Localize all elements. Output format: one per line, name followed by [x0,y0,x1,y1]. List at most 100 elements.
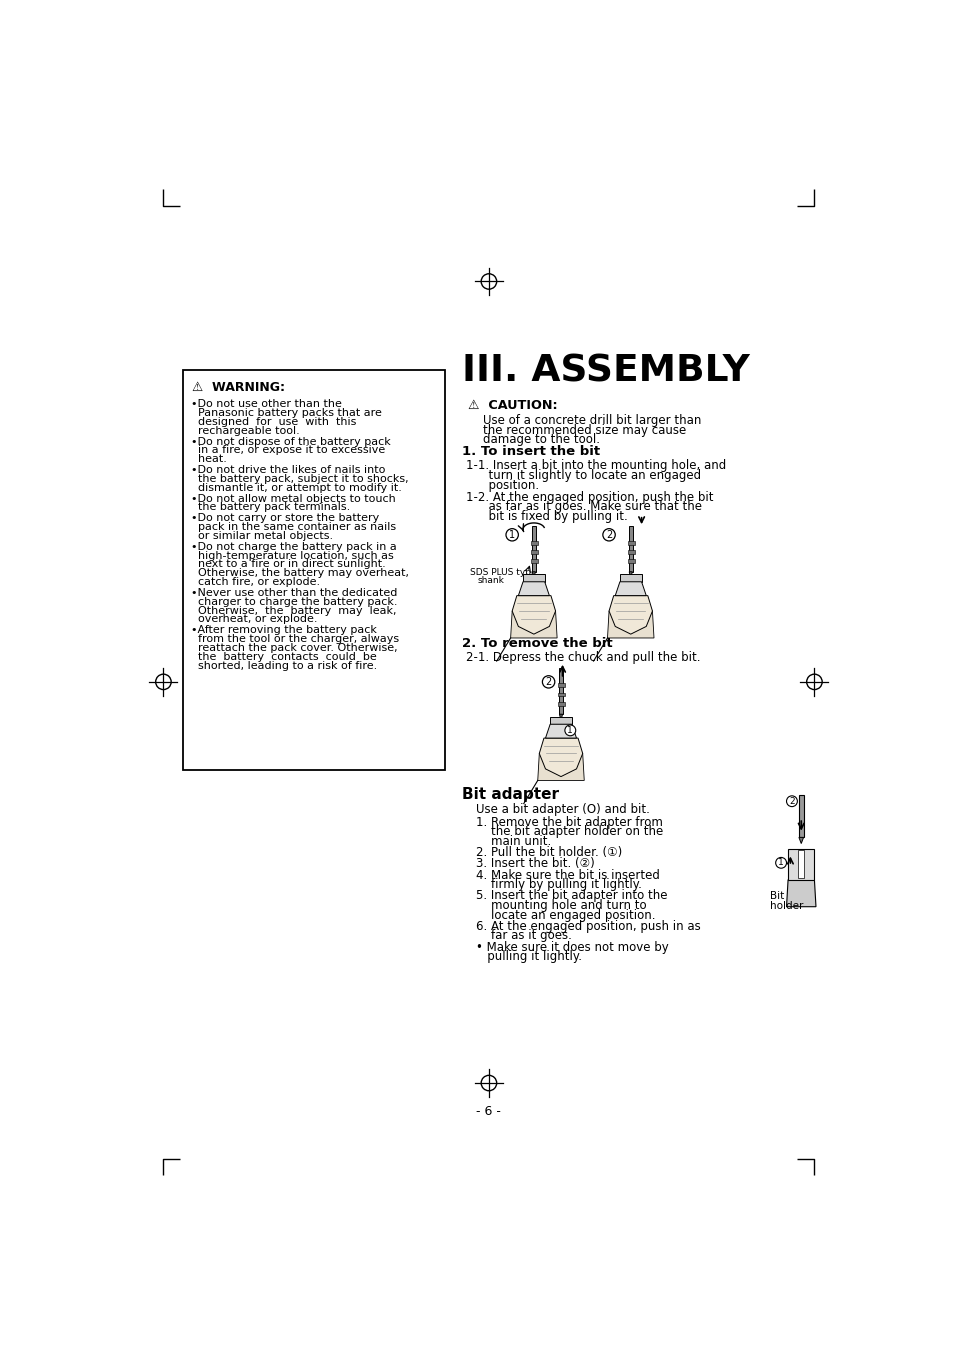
Text: 1: 1 [509,530,515,540]
Text: Otherwise, the battery may overheat,: Otherwise, the battery may overheat, [191,569,408,578]
Bar [798,794,802,838]
Text: the  battery  contacts  could  be: the battery contacts could be [191,651,375,662]
Circle shape [602,528,615,540]
Text: Panasonic battery packs that are: Panasonic battery packs that are [191,408,381,419]
Text: the battery pack terminals.: the battery pack terminals. [191,503,350,512]
Text: or similar metal objects.: or similar metal objects. [191,531,333,540]
Text: 3. Insert the bit. (②): 3. Insert the bit. (②) [476,858,594,870]
Text: locate an engaged position.: locate an engaged position. [476,909,655,921]
Text: pulling it lightly.: pulling it lightly. [476,950,581,963]
Text: 5. Insert the bit adapter into the: 5. Insert the bit adapter into the [476,889,666,902]
Text: Bit: Bit [769,892,783,901]
Text: shorted, leading to a risk of fire.: shorted, leading to a risk of fire. [191,661,376,670]
Text: 1. Remove the bit adapter from: 1. Remove the bit adapter from [476,816,662,830]
Bar [558,684,564,688]
Text: 1-2. At the engaged position, push the bit: 1-2. At the engaged position, push the b… [465,490,713,504]
Polygon shape [785,880,815,907]
Text: the bit adapter holder on the: the bit adapter holder on the [476,825,662,839]
Circle shape [775,858,785,869]
Bar [532,526,536,571]
Polygon shape [510,611,557,638]
Text: rechargeable tool.: rechargeable tool. [191,426,299,436]
Text: 1-1. Insert a bit into the mounting hole, and: 1-1. Insert a bit into the mounting hole… [465,459,725,473]
Polygon shape [537,754,583,781]
Polygon shape [615,582,645,596]
Bar [787,848,814,880]
Text: ⚠  WARNING:: ⚠ WARNING: [192,381,285,393]
Text: Use a bit adapter (O) and bit.: Use a bit adapter (O) and bit. [476,802,649,816]
Text: heat.: heat. [191,454,226,465]
Text: 1. To insert the bit: 1. To insert the bit [461,446,599,458]
Text: •Do not dispose of the battery pack: •Do not dispose of the battery pack [191,436,390,447]
Text: 2: 2 [788,797,794,805]
Text: pack in the same container as nails: pack in the same container as nails [191,521,395,532]
Text: bit is fixed by pulling it.: bit is fixed by pulling it. [465,509,627,523]
Bar [558,693,564,697]
Text: dismantle it, or attempt to modify it.: dismantle it, or attempt to modify it. [191,482,401,493]
Polygon shape [512,596,555,634]
Text: catch fire, or explode.: catch fire, or explode. [191,577,319,588]
Text: 4. Make sure the bit is inserted: 4. Make sure the bit is inserted [476,869,659,882]
Bar [558,667,562,715]
Bar [629,526,633,571]
Text: in a fire, or expose it to excessive: in a fire, or expose it to excessive [191,446,384,455]
Text: 2: 2 [545,677,551,686]
Text: far as it goes.: far as it goes. [476,929,571,943]
Circle shape [785,796,797,807]
Text: 2. Pull the bit holder. (①): 2. Pull the bit holder. (①) [476,846,621,859]
Text: firmly by pulling it lightly.: firmly by pulling it lightly. [476,878,641,892]
Bar [558,703,564,705]
Text: main unit.: main unit. [476,835,551,848]
Text: 6. At the engaged position, push in as: 6. At the engaged position, push in as [476,920,700,932]
Bar [627,540,634,544]
Polygon shape [538,738,582,777]
Polygon shape [545,724,576,738]
Text: holder: holder [769,901,802,911]
Text: as far as it goes. Make sure that the: as far as it goes. Make sure that the [465,500,701,513]
Polygon shape [607,611,654,638]
Text: 2: 2 [605,530,612,540]
Text: Otherwise,  the  battery  may  leak,: Otherwise, the battery may leak, [191,605,395,616]
Text: •Do not charge the battery pack in a: •Do not charge the battery pack in a [191,542,395,551]
Text: mounting hole and turn to: mounting hole and turn to [476,898,646,912]
Bar [530,559,537,563]
Text: Use of a concrete drill bit larger than: Use of a concrete drill bit larger than [483,413,701,427]
Text: from the tool or the charger, always: from the tool or the charger, always [191,634,398,644]
Text: turn it slightly to locate an engaged: turn it slightly to locate an engaged [465,469,700,482]
Text: charger to charge the battery pack.: charger to charge the battery pack. [191,597,396,607]
Circle shape [564,725,575,736]
Bar [627,559,634,563]
Text: •Never use other than the dedicated: •Never use other than the dedicated [191,588,396,598]
Text: •Do not drive the likes of nails into: •Do not drive the likes of nails into [191,465,384,476]
Polygon shape [532,571,535,578]
Bar [183,370,444,770]
Text: • Make sure it does not move by: • Make sure it does not move by [476,940,668,954]
Text: overheat, or explode.: overheat, or explode. [191,615,316,624]
Polygon shape [558,715,562,720]
Text: - 6 -: - 6 - [476,1105,501,1119]
Text: 2. To remove the bit: 2. To remove the bit [461,638,612,650]
Text: III. ASSEMBLY: III. ASSEMBLY [461,353,749,389]
Polygon shape [608,596,652,634]
Text: 1: 1 [778,858,783,867]
Text: damage to the tool.: damage to the tool. [483,434,599,446]
Bar [798,851,803,878]
Text: position.: position. [465,478,538,492]
Bar [550,716,571,724]
Text: ⚠  CAUTION:: ⚠ CAUTION: [468,400,558,412]
Circle shape [505,528,517,540]
Text: reattach the pack cover. Otherwise,: reattach the pack cover. Otherwise, [191,643,396,653]
Text: high-temperature location, such as: high-temperature location, such as [191,551,393,561]
Text: next to a fire or in direct sunlight.: next to a fire or in direct sunlight. [191,559,385,569]
Text: •Do not carry or store the battery: •Do not carry or store the battery [191,513,378,523]
Text: Bit adapter: Bit adapter [461,788,558,802]
Text: shank: shank [476,577,503,585]
Polygon shape [517,582,549,596]
Circle shape [542,676,555,688]
Text: the battery pack, subject it to shocks,: the battery pack, subject it to shocks, [191,474,408,484]
Bar [530,540,537,544]
Bar [619,574,641,582]
Text: 1: 1 [567,725,573,735]
Text: SDS PLUS type: SDS PLUS type [469,567,536,577]
Polygon shape [629,571,632,578]
